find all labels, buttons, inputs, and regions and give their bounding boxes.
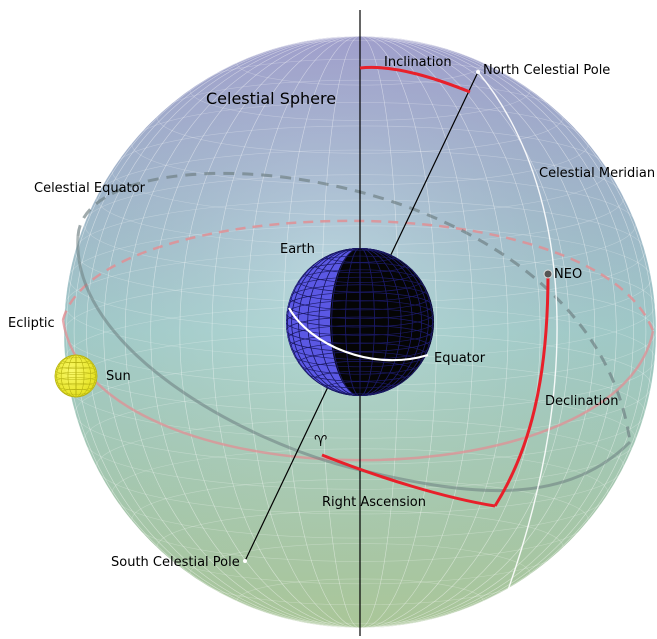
right-ascension-arc (321, 453, 496, 508)
ecliptic-label: Ecliptic (8, 316, 55, 331)
inclination-label: Inclination (384, 55, 452, 70)
aries-symbol: ♈ (314, 432, 327, 450)
celestial-meridian-label: Celestial Meridian (539, 166, 655, 181)
sun (54, 354, 98, 398)
earth-label: Earth (280, 242, 315, 257)
celestial-meridian (477, 71, 558, 613)
declination-arc (493, 273, 550, 507)
neo-marker (543, 269, 553, 279)
earth (286, 248, 434, 396)
neo-label: NEO (554, 267, 582, 282)
north-pole-label: North Celestial Pole (483, 63, 610, 78)
right-ascension-label: Right Ascension (322, 495, 426, 510)
north-pole-marker (476, 70, 480, 74)
inclination-arc (359, 65, 471, 94)
celestial-equator-label: Celestial Equator (34, 181, 146, 196)
declination-label: Declination (545, 394, 619, 409)
earth-equator (288, 307, 429, 362)
equator-label: Equator (434, 351, 486, 366)
celestial-sphere-label: Celestial Sphere (206, 89, 336, 108)
celestial-equator-front (76, 235, 632, 492)
south-pole-marker (243, 559, 247, 563)
celestial-equator-back (76, 171, 632, 443)
ecliptic-front (61, 319, 655, 462)
south-pole-label: South Celestial Pole (111, 555, 240, 570)
ecliptic-back (61, 219, 655, 332)
sun-label: Sun (106, 369, 131, 384)
